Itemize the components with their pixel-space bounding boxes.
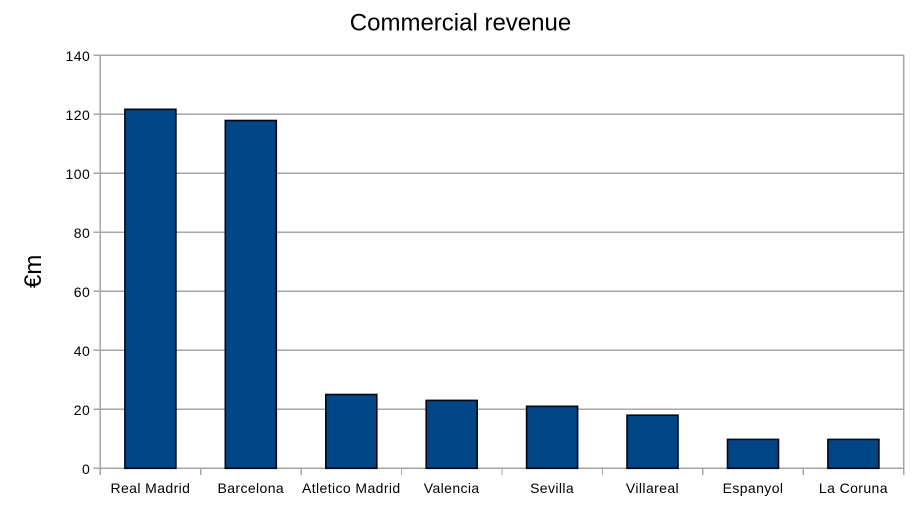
svg-text:La Coruna: La Coruna [819, 480, 888, 496]
svg-text:Valencia: Valencia [424, 480, 480, 496]
svg-text:140: 140 [65, 48, 90, 64]
svg-text:20: 20 [74, 402, 91, 418]
svg-text:40: 40 [74, 343, 91, 359]
svg-text:Villareal: Villareal [626, 480, 679, 496]
svg-text:Espanyol: Espanyol [723, 480, 784, 496]
svg-text:Commercial revenue: Commercial revenue [350, 10, 571, 37]
svg-text:Sevilla: Sevilla [530, 480, 574, 496]
svg-text:Barcelona: Barcelona [217, 480, 284, 496]
svg-text:80: 80 [74, 225, 91, 241]
svg-text:Atletico Madrid: Atletico Madrid [302, 480, 401, 496]
svg-text:Real Madrid: Real Madrid [110, 480, 190, 496]
svg-text:120: 120 [65, 107, 90, 123]
svg-text:0: 0 [82, 461, 90, 477]
svg-text:€m: €m [20, 255, 47, 288]
svg-text:100: 100 [65, 166, 90, 182]
svg-text:60: 60 [74, 284, 91, 300]
